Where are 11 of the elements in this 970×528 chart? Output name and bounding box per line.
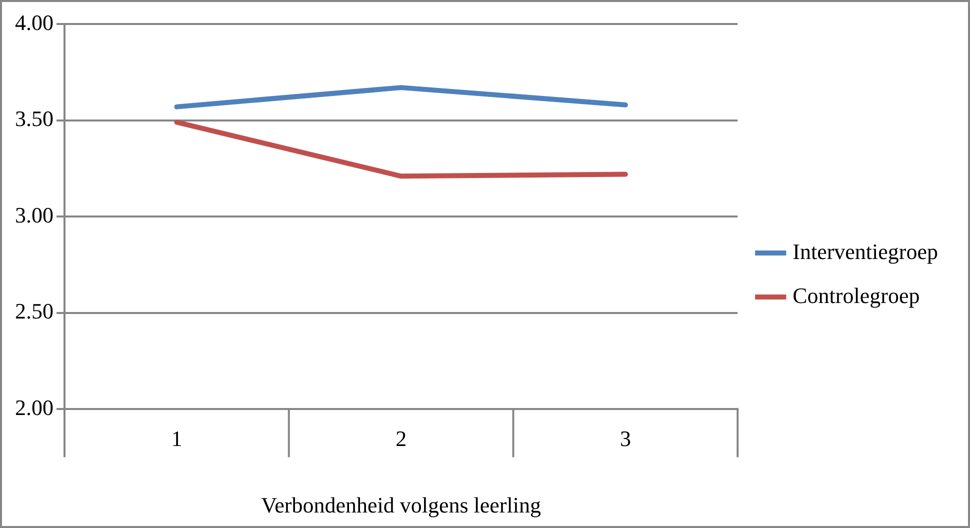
legend-label: Controlegroep bbox=[792, 282, 920, 308]
x-axis-title: Verbondenheid volgens leerling bbox=[261, 492, 541, 518]
y-tick-label: 2.00 bbox=[15, 394, 54, 420]
y-tick-label: 4.00 bbox=[15, 10, 54, 35]
y-tick-label: 2.50 bbox=[15, 298, 54, 324]
legend-label: Interventiegroep bbox=[792, 238, 938, 264]
y-tick-label: 3.50 bbox=[15, 106, 54, 132]
x-tick-label: 1 bbox=[171, 426, 182, 452]
x-tick-label: 3 bbox=[620, 426, 631, 452]
x-tick-label: 2 bbox=[396, 426, 407, 452]
y-tick-label: 3.00 bbox=[15, 202, 54, 228]
